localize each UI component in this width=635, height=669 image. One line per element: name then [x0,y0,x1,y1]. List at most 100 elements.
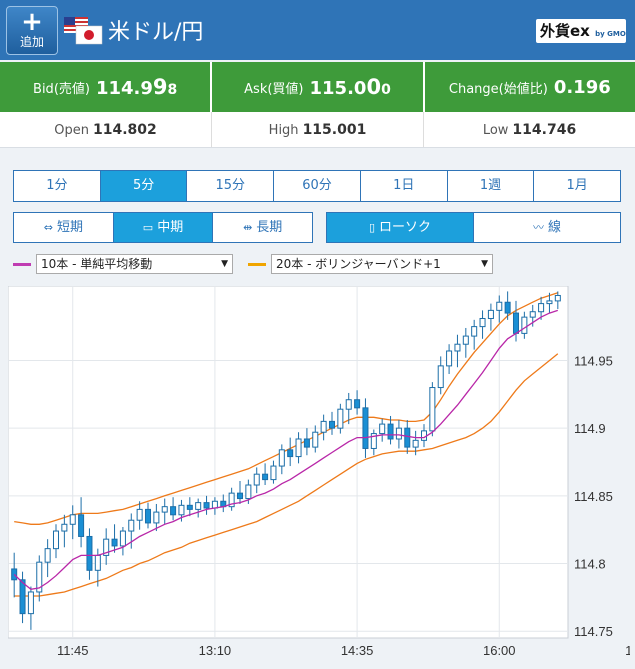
tab-long-term[interactable]: ⇹ 長期 [213,213,312,242]
candle-body [446,350,453,367]
candle-body [78,514,85,537]
header-bar: + 追加 米ドル/円 外貨ex by GMO [0,0,635,60]
candle-body [195,502,202,510]
ask-box: Ask(買値) 115.000 [212,62,423,112]
tab-1day[interactable]: 1日 [361,171,448,201]
ohl-row: Open 114.802 High 115.001 Low 114.746 [0,112,635,148]
bid-main: 114.9 [95,78,153,99]
bid-label: Bid(売値) [33,81,90,97]
y-tick-label: 114.85 [574,489,613,504]
us-jp-flag-icon [64,17,103,45]
ma-swatch [13,262,31,266]
bid-small: 8 [167,82,178,98]
candle-body [36,561,43,593]
tab-15min[interactable]: 15分 [187,171,275,201]
ask-label: Ask(買値) [244,81,304,97]
candle-icon: ▯ [368,221,376,234]
bid-big: 9 [152,75,168,99]
candle-label: ローソク [379,220,432,235]
bollinger-bands [14,292,559,597]
candle-body [429,387,436,432]
bb-select[interactable]: 20本 - ボリンジャーバンド+1 ▼ [271,254,493,274]
candle-body [203,502,210,509]
candle-body [253,473,260,486]
chevron-down-icon: ▼ [481,259,488,269]
candle-body [69,514,76,525]
brand-sub: by GMO [595,30,626,38]
tab-60min[interactable]: 60分 [274,171,361,201]
low-label: Low [482,123,509,138]
long-label: 長期 [256,220,283,235]
candle-body [420,430,428,441]
candle-body [437,365,444,389]
candle-body [538,303,545,313]
short-label: 短期 [56,220,83,235]
candle-body [170,506,177,516]
candle-body [86,535,93,571]
ma-select-value: 10本 - 単純平均移動 [41,257,153,271]
open-label: Open [54,123,89,138]
add-button-label: 追加 [19,35,44,49]
change-value: 0.196 [553,76,611,98]
candle-body [379,423,386,435]
style-tabs: ▯ ローソク 〰線 [326,212,621,243]
high-label: High [268,123,299,138]
tab-line[interactable]: 〰線 [474,213,620,242]
candle-body [178,504,185,516]
ma-indicator: 10本 - 単純平均移動 ▼ [13,254,233,274]
candle-body [303,438,310,448]
tab-mid-term[interactable]: ▭ 中期 [113,213,214,242]
candle-body [362,407,369,449]
candle-body [529,311,536,318]
bid-value: 114.998 [96,75,177,99]
low-value: 114.746 [512,122,577,138]
tab-candle[interactable]: ▯ ローソク [327,213,474,242]
candle-body [337,408,344,429]
ask-main: 115.0 [309,78,367,99]
candle-body [136,508,143,521]
candle-body [471,326,478,337]
tab-short-term[interactable]: ⇔ 短期 [14,213,114,242]
chevron-down-icon: ▼ [221,259,228,269]
candle-body [119,530,126,547]
y-axis: 114.95 114.9 114.85 114.8 114.75 [574,353,613,639]
y-tick-label: 114.8 [574,557,606,572]
open-cell: Open 114.802 [0,112,212,147]
candle-body [395,427,402,440]
candle-body [479,317,486,328]
candle-body [144,508,152,524]
candle-body [546,300,553,305]
tab-5min[interactable]: 5分 [100,171,188,201]
line-chart-icon: 〰 [532,221,544,234]
change-box: Change(始値比) 0.196 [424,62,635,112]
ma-line [13,309,559,590]
plus-icon: + [21,7,43,37]
brand-logo: 外貨ex by GMO [536,19,626,43]
candle-body [94,554,101,571]
candle-body [161,506,168,513]
tab-1min[interactable]: 1分 [14,171,101,201]
x-axis: 11:45 13:10 14:35 16:00 17:25 [57,643,630,658]
candle-body [462,335,469,345]
candle-body [312,431,319,448]
candle-body [521,316,528,334]
x-tick-label: 13:10 [199,643,232,658]
x-tick-label: 17:25 [625,643,630,658]
candle-body [111,538,118,547]
bb-swatch [248,262,266,266]
bb-select-value: 20本 - ボリンジャーバンド+1 [276,257,441,271]
tab-1week[interactable]: 1週 [448,171,535,201]
candle-body [27,591,34,615]
add-button[interactable]: + 追加 [6,6,58,55]
ma-select[interactable]: 10本 - 単純平均移動 ▼ [36,254,233,274]
brand-name: 外貨ex [540,22,590,40]
tab-1month[interactable]: 1月 [566,178,588,193]
candle-body [228,492,235,508]
open-value: 114.802 [92,122,157,138]
box-icon: ▭ [142,221,154,234]
candle-body [153,511,160,524]
candle-body [496,301,503,311]
y-tick-label: 114.9 [574,421,606,436]
